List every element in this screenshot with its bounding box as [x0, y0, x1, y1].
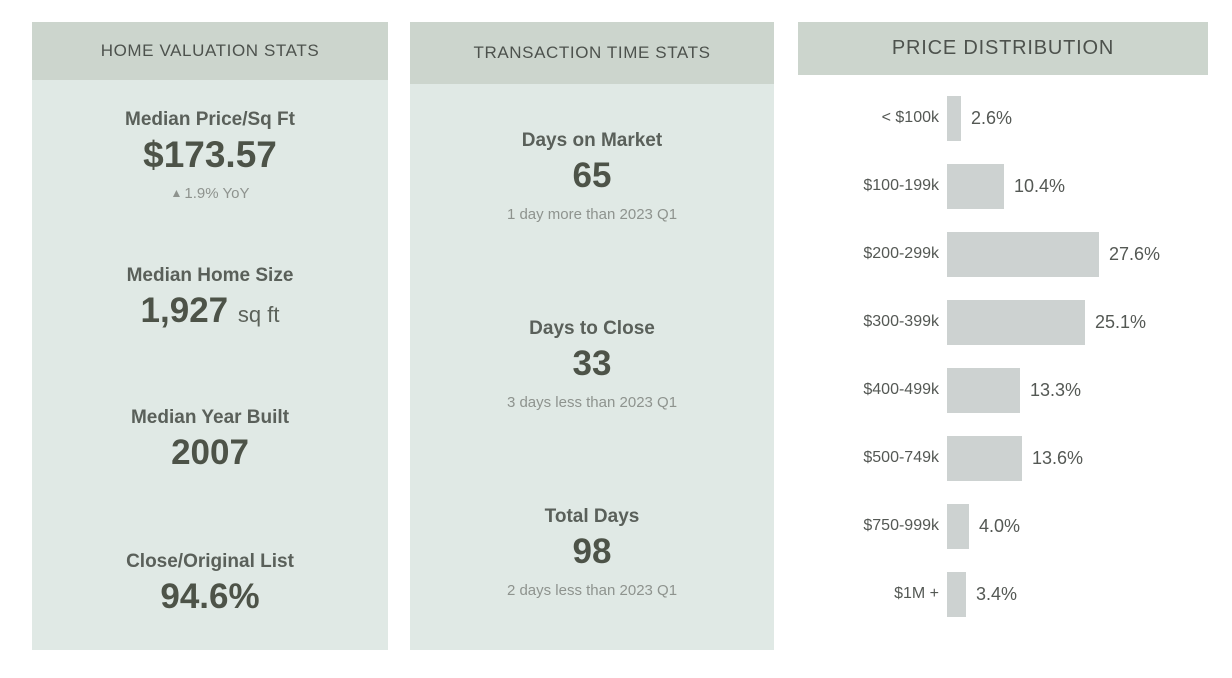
chart-bar: [947, 231, 1099, 277]
stat-label: Median Price/Sq Ft: [125, 109, 295, 130]
stat-value: 65: [572, 156, 612, 195]
chart-bar: [947, 163, 1004, 209]
chart-row: $750-999k 4.0%: [798, 503, 1208, 549]
chart-value-label: 2.6%: [971, 107, 1013, 128]
chart-value-label: 4.0%: [979, 515, 1021, 536]
home-size-number: 1,927: [140, 291, 229, 330]
stat-note: 2 days less than 2023 Q1: [506, 582, 678, 599]
chart-value-label: 13.6%: [1032, 447, 1084, 468]
stat-days-to-close: Days to Close 33 3 days less than 2023 Q…: [410, 316, 774, 414]
chart-category-label: $1M +: [894, 585, 939, 602]
chart-row: $500-749k 13.6%: [798, 435, 1208, 481]
stat-value: $173.57: [143, 134, 277, 175]
stat-label: Close/Original List: [126, 551, 294, 572]
stat-median-year-built: Median Year Built 2007: [32, 405, 388, 475]
chart-row: $1M + 3.4%: [798, 571, 1208, 617]
home-valuation-header: HOME VALUATION STATS: [32, 22, 388, 80]
chart-value-label: 10.4%: [1014, 175, 1066, 196]
transaction-time-header: TRANSACTION TIME STATS: [410, 22, 774, 84]
home-valuation-body: Median Price/Sq Ft $173.57 ▲ 1.9% YoY Med…: [32, 80, 388, 650]
transaction-time-body: Days on Market 65 1 day more than 2023 Q…: [410, 84, 774, 650]
chart-row: < $100k 2.6%: [798, 95, 1208, 141]
chart-bar: [947, 367, 1020, 413]
price-distribution-panel: PRICE DISTRIBUTION < $100k 2.6% $100-199…: [798, 22, 1208, 639]
chart-row: $200-299k 27.6%: [798, 231, 1208, 277]
chart-bar: [947, 95, 961, 141]
yoy-change-text: 1.9% YoY: [184, 185, 250, 202]
stat-note: 1 day more than 2023 Q1: [506, 206, 678, 223]
stat-close-original-list: Close/Original List 94.6%: [32, 549, 388, 619]
transaction-time-title: TRANSACTION TIME STATS: [473, 43, 711, 62]
up-arrow-icon: ▲: [170, 186, 183, 200]
chart-category-label: $200-299k: [863, 245, 939, 262]
stat-days-on-market: Days on Market 65 1 day more than 2023 Q…: [410, 128, 774, 226]
chart-value-label: 13.3%: [1030, 379, 1082, 400]
chart-row: $100-199k 10.4%: [798, 163, 1208, 209]
stat-label: Days to Close: [529, 318, 655, 339]
stat-value: 33: [572, 344, 612, 383]
chart-bar: [947, 299, 1085, 345]
home-size-unit: sq ft: [237, 302, 280, 327]
chart-category-label: $500-749k: [863, 449, 939, 466]
chart-row: $300-399k 25.1%: [798, 299, 1208, 345]
chart-category-label: $400-499k: [863, 381, 939, 398]
home-valuation-panel: HOME VALUATION STATS Median Price/Sq Ft …: [32, 22, 388, 650]
stat-value: 98: [572, 532, 612, 571]
chart-value-label: 3.4%: [976, 583, 1018, 604]
chart-value-label: 27.6%: [1109, 243, 1161, 264]
chart-category-label: $300-399k: [863, 313, 939, 330]
stat-median-home-size: Median Home Size 1,927 sq ft: [32, 263, 388, 337]
chart-category-label: $750-999k: [863, 517, 939, 534]
chart-value-label: 25.1%: [1095, 311, 1147, 332]
stat-note: ▲ 1.9% YoY: [32, 183, 388, 205]
stat-label: Median Home Size: [126, 265, 294, 286]
transaction-time-panel: TRANSACTION TIME STATS Days on Market 65…: [410, 22, 774, 650]
price-distribution-chart: < $100k 2.6% $100-199k 10.4% $200-299k 2…: [798, 95, 1208, 617]
stat-label: Days on Market: [521, 130, 663, 151]
chart-bar: [947, 571, 966, 617]
price-distribution-header: PRICE DISTRIBUTION: [798, 22, 1208, 75]
stat-value: 1,927 sq ft: [32, 289, 388, 337]
stat-total-days: Total Days 98 2 days less than 2023 Q1: [410, 504, 774, 602]
stat-label: Total Days: [544, 506, 640, 527]
stat-label: Median Year Built: [130, 407, 290, 428]
stat-note: 3 days less than 2023 Q1: [506, 394, 678, 411]
stat-value: 2007: [171, 433, 249, 472]
chart-category-label: $100-199k: [863, 177, 939, 194]
chart-row: $400-499k 13.3%: [798, 367, 1208, 413]
chart-category-label: < $100k: [881, 109, 939, 126]
stat-median-price-sqft: Median Price/Sq Ft $173.57 ▲ 1.9% YoY: [32, 107, 388, 205]
stat-value: 94.6%: [160, 577, 260, 616]
chart-bar: [947, 503, 969, 549]
chart-bar: [947, 435, 1022, 481]
price-distribution-title: PRICE DISTRIBUTION: [891, 37, 1115, 59]
home-valuation-title: HOME VALUATION STATS: [100, 41, 320, 60]
